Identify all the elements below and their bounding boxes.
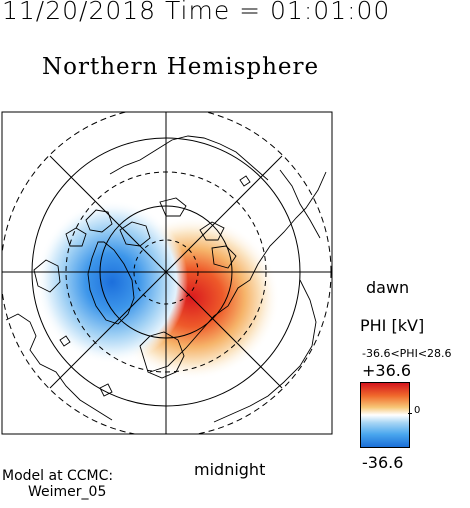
model-credit: Model at CCMC: — [2, 468, 114, 484]
colorbar — [360, 382, 410, 448]
colorbar-zero-tick — [408, 413, 412, 414]
model-name: Weimer_05 — [28, 484, 107, 500]
page-title: Northern Hemisphere — [42, 54, 320, 80]
colorbar-min-label: -36.6 — [362, 453, 404, 472]
meridians — [2, 112, 332, 434]
negative-potential-cell — [36, 200, 188, 364]
coastlines — [5, 135, 327, 423]
colorbar-zero-label: 0 — [414, 405, 421, 416]
colorbar-range: -36.6<PHI<28.6 — [362, 347, 452, 360]
midnight-label: midnight — [194, 460, 266, 479]
colorbar-max-label: +36.6 — [362, 361, 412, 380]
timestamp: 11/20/2018 Time = 01:01:00 — [2, 0, 391, 25]
polar-map — [1, 111, 333, 435]
dawn-label: dawn — [366, 278, 410, 297]
colorbar-title: PHI [kV] — [360, 316, 425, 335]
